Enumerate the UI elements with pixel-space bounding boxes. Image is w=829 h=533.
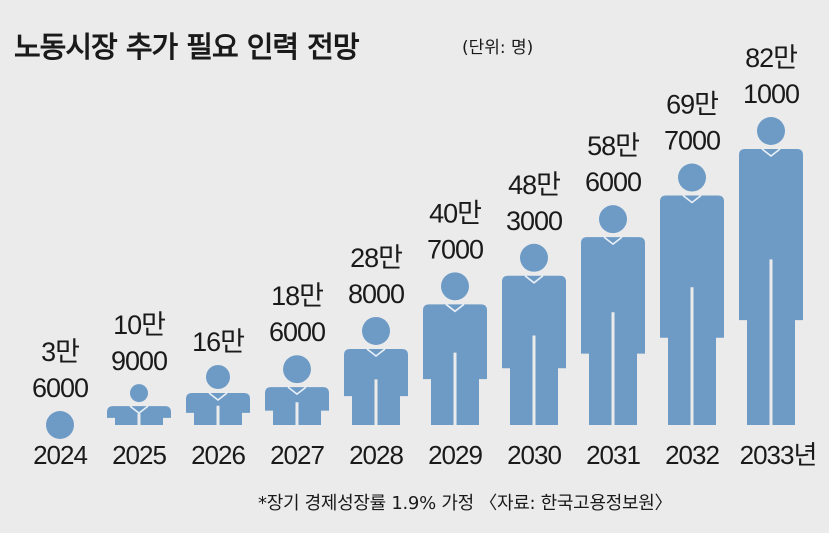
chart-title: 노동시장 추가 필요 인력 전망 [14,30,360,64]
value-label: 40만 [429,198,481,228]
figure-body [581,237,645,425]
figure-body [660,195,724,425]
figure-head [46,411,74,439]
value-label: 18만 [271,281,323,311]
figure-collar [682,194,702,204]
figure-head [205,364,231,389]
value-label: 6000 [585,167,641,197]
figure-body [265,387,329,425]
figure-bar-2026 [186,364,250,425]
figure-collar [603,236,623,246]
value-label: 8000 [348,279,404,309]
figure-collar [287,386,307,396]
figure-body [107,406,171,425]
figure-bar-2033년 [739,117,803,425]
figure-head [678,163,706,192]
figure-head [283,355,311,384]
figure-body [423,304,487,425]
figure-bar-2028 [344,316,408,425]
figure-collar [761,148,781,158]
value-label: 10만 [113,310,165,340]
figure-bar-2032 [660,163,724,425]
year-label: 2033년 [740,440,817,470]
value-label: 28만 [350,243,402,273]
figure-head [362,316,390,345]
figure-head [441,272,469,301]
unit-label: (단위: 명) [462,38,534,58]
figure-collar [366,348,386,357]
year-label: 2027 [270,440,324,470]
figure-collar [208,392,228,401]
year-label: 2026 [191,440,245,470]
year-label: 2030 [507,440,561,470]
value-label: 58만 [587,131,639,161]
figure-bar-2030 [502,243,566,425]
value-label: 3만 [41,337,79,367]
value-label: 82만 [745,43,797,73]
figure-collar [524,275,544,284]
figure-body [739,149,803,425]
value-label: 16만 [192,327,244,357]
figure-collar [445,303,465,313]
value-label: 7000 [427,234,483,264]
year-label: 2032 [665,440,719,470]
figure-head [520,243,548,272]
value-label: 48만 [508,170,560,200]
year-label: 2029 [428,440,482,470]
year-label: 2028 [349,440,403,470]
figure-bar-2029 [423,272,487,425]
figure-head [599,205,627,234]
footnote: *장기 경제성장률 1.9% 가정 〈자료: 한국고용정보원〉 [258,493,673,514]
figure-head [130,384,148,403]
figure-collar [129,405,149,415]
figure-bar-2031 [581,205,645,425]
year-label: 2024 [33,440,87,470]
value-label: 3000 [506,206,562,236]
figure-bar-2027 [265,355,329,425]
figure-head [757,117,785,145]
figure-bar-2024 [46,411,74,439]
value-label: 1000 [743,79,799,109]
figure-body [502,275,566,425]
figure-body [344,348,408,425]
value-label: 6000 [269,317,325,347]
value-label: 69만 [666,90,718,120]
year-label: 2025 [112,440,166,470]
figure-body [186,392,250,425]
value-label: 7000 [664,126,720,156]
year-label: 2031 [586,440,640,470]
figure-bar-2025 [107,384,171,425]
value-label: 9000 [111,346,167,376]
value-label: 6000 [32,373,88,403]
